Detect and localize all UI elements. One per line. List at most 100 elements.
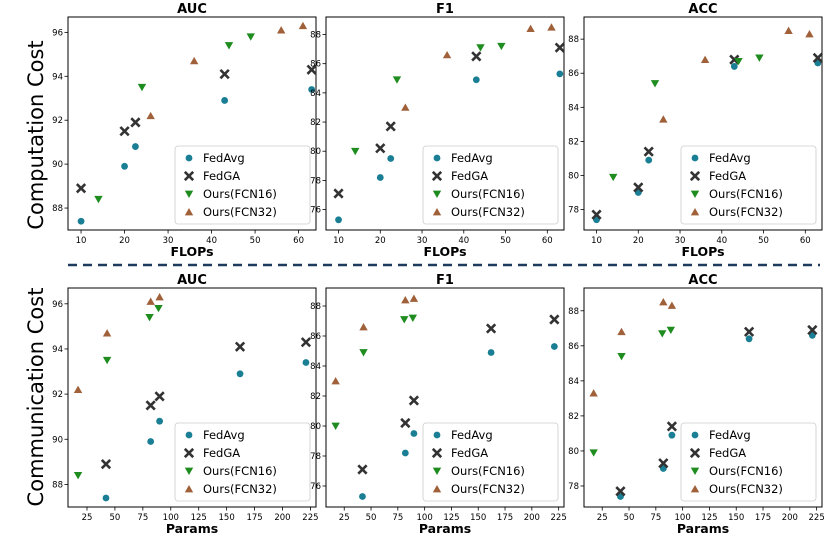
legend-label: FedGA bbox=[709, 169, 746, 183]
data-point bbox=[359, 349, 368, 357]
legend-label: FedAvg bbox=[709, 428, 751, 442]
y-tick-label: 86 bbox=[310, 332, 321, 342]
y-tick-label: 88 bbox=[310, 302, 321, 312]
data-point bbox=[549, 314, 560, 325]
data-point bbox=[658, 330, 667, 338]
data-point bbox=[221, 97, 229, 104]
series-fedavg bbox=[617, 331, 816, 500]
y-tick-label: 88 bbox=[568, 307, 579, 317]
data-point bbox=[808, 331, 816, 339]
data-point bbox=[400, 417, 411, 429]
legend-marker bbox=[689, 170, 701, 182]
data-point bbox=[77, 217, 85, 225]
legend-marker bbox=[432, 190, 442, 198]
x-tick-label: 60 bbox=[293, 236, 304, 246]
data-point bbox=[154, 391, 165, 402]
y-tick-label: 82 bbox=[568, 137, 579, 147]
legend-label: Ours(FCN16) bbox=[203, 187, 277, 201]
y-tick-label: 92 bbox=[52, 116, 63, 126]
x-tick-label: 20 bbox=[119, 236, 130, 246]
x-tick-label: 10 bbox=[76, 236, 87, 246]
legend: FedAvg FedGA Ours(FCN16) Ours(FCN32) bbox=[422, 422, 559, 502]
data-point bbox=[385, 121, 396, 132]
series-ours-fcn16 bbox=[609, 54, 764, 182]
data-point bbox=[376, 174, 384, 181]
legend-label: Ours(FCN16) bbox=[203, 464, 277, 478]
data-point bbox=[734, 57, 743, 66]
y-tick-label: 80 bbox=[310, 422, 321, 432]
series-fedga bbox=[333, 42, 565, 199]
x-tick-label: 225 bbox=[302, 513, 318, 523]
series-fedga bbox=[615, 324, 818, 497]
series-ours-fcn32 bbox=[659, 26, 814, 123]
data-point bbox=[633, 182, 644, 193]
series-ours-fcn16 bbox=[73, 304, 163, 480]
data-point bbox=[401, 103, 410, 111]
legend-label: FedAvg bbox=[203, 428, 245, 442]
x-tick-label: 40 bbox=[206, 236, 217, 246]
data-point bbox=[119, 126, 130, 137]
legend-marker bbox=[432, 467, 442, 475]
y-tick-label: 78 bbox=[310, 176, 321, 186]
legend-marker bbox=[184, 485, 194, 493]
x-tick-label: 25 bbox=[597, 513, 608, 523]
series-ours-fcn32 bbox=[589, 298, 677, 397]
y-tick-label: 80 bbox=[310, 147, 321, 157]
y-tick-label: 84 bbox=[568, 377, 579, 387]
data-point bbox=[550, 343, 558, 350]
legend-box bbox=[680, 145, 817, 225]
x-tick-label: 25 bbox=[339, 513, 350, 523]
x-tick-label: 60 bbox=[800, 236, 811, 246]
data-point bbox=[359, 493, 366, 500]
y-tick-label: 94 bbox=[52, 72, 63, 82]
data-point bbox=[556, 70, 564, 78]
data-point bbox=[102, 494, 110, 502]
data-point bbox=[442, 50, 452, 59]
legend-label: Ours(FCN16) bbox=[709, 187, 783, 201]
data-point bbox=[659, 298, 668, 306]
chart-panel-flops-auc: AUC FLOPs 10 20 30 40 50 60 88 90 92 94 96 FedAvg FedG… bbox=[52, 2, 317, 259]
x-tick-label: 20 bbox=[633, 236, 644, 246]
series-ours-fcn16 bbox=[351, 42, 506, 156]
series-ours-fcn32 bbox=[73, 293, 164, 393]
x-tick-label: 125 bbox=[443, 513, 459, 523]
data-point bbox=[650, 80, 660, 88]
x-tick-label: 20 bbox=[375, 236, 386, 246]
chart-title: F1 bbox=[436, 2, 454, 17]
data-point bbox=[408, 314, 418, 322]
series-fedavg bbox=[335, 70, 564, 224]
legend-marker bbox=[185, 154, 193, 162]
series-ours-fcn16 bbox=[331, 314, 418, 430]
data-point bbox=[589, 389, 598, 397]
legend-label: Ours(FCN32) bbox=[709, 205, 783, 219]
y-tick-label: 96 bbox=[52, 300, 63, 310]
x-tick-label: 30 bbox=[675, 236, 686, 246]
chart-title: AUC bbox=[177, 2, 207, 17]
y-tick-label: 92 bbox=[52, 390, 63, 400]
data-point bbox=[331, 377, 340, 385]
legend-marker bbox=[432, 208, 442, 216]
data-point bbox=[236, 370, 244, 378]
legend-label: FedGA bbox=[451, 169, 488, 183]
legend-box bbox=[174, 145, 311, 225]
data-point bbox=[75, 183, 87, 194]
data-point bbox=[308, 86, 316, 93]
y-tick-label: 78 bbox=[568, 482, 579, 492]
x-axis-label: FLOPs bbox=[681, 244, 724, 259]
data-point bbox=[745, 335, 753, 343]
legend-label: Ours(FCN16) bbox=[451, 187, 525, 201]
data-point bbox=[409, 294, 419, 302]
data-point bbox=[73, 385, 83, 393]
x-tick-label: 10 bbox=[591, 236, 602, 246]
x-tick-label: 50 bbox=[250, 236, 261, 246]
data-point bbox=[471, 51, 482, 62]
data-point bbox=[375, 143, 386, 154]
x-tick-label: 30 bbox=[417, 236, 428, 246]
x-tick-label: 200 bbox=[524, 513, 540, 523]
x-tick-label: 75 bbox=[650, 513, 661, 523]
x-tick-label: 40 bbox=[458, 236, 469, 246]
data-point bbox=[94, 195, 103, 204]
data-point bbox=[497, 42, 506, 51]
legend-label: Ours(FCN32) bbox=[709, 482, 783, 496]
legend-marker bbox=[183, 447, 195, 459]
